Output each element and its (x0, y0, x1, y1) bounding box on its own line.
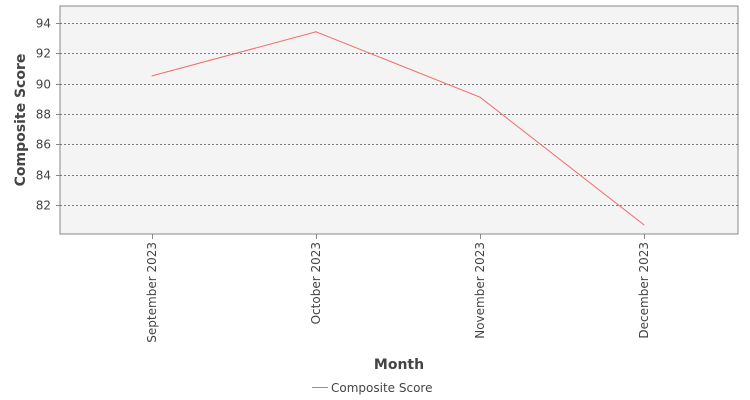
x-tick-label: October 2023 (309, 242, 323, 324)
data-point (151, 75, 153, 77)
x-axis-title: Month (374, 357, 424, 373)
x-tick-label: September 2023 (145, 242, 159, 343)
series (151, 31, 645, 226)
y-tick-label: 88 (36, 108, 51, 122)
plot-area (59, 5, 739, 235)
axes (56, 23, 645, 239)
legend: Composite Score (312, 381, 432, 395)
grid-lines (60, 23, 738, 206)
y-tick-label: 84 (36, 169, 51, 183)
data-point (479, 96, 481, 98)
x-tick-label: December 2023 (637, 242, 651, 339)
series-line (151, 31, 645, 226)
y-tick-label: 82 (36, 199, 51, 213)
x-tick-labels: September 2023 October 2023 November 2023 D… (145, 242, 651, 343)
y-tick-label: 92 (36, 47, 51, 61)
y-tick-label: 90 (36, 78, 51, 92)
data-point (315, 31, 317, 33)
y-axis-title: Composite Score (13, 54, 29, 187)
y-tick-label: 94 (36, 17, 51, 31)
x-tick-label: November 2023 (473, 242, 487, 339)
legend-label: Composite Score (331, 381, 432, 395)
y-tick-labels: 82 84 86 88 90 92 94 (36, 17, 51, 213)
y-tick-label: 86 (36, 138, 51, 152)
data-point (643, 224, 645, 226)
